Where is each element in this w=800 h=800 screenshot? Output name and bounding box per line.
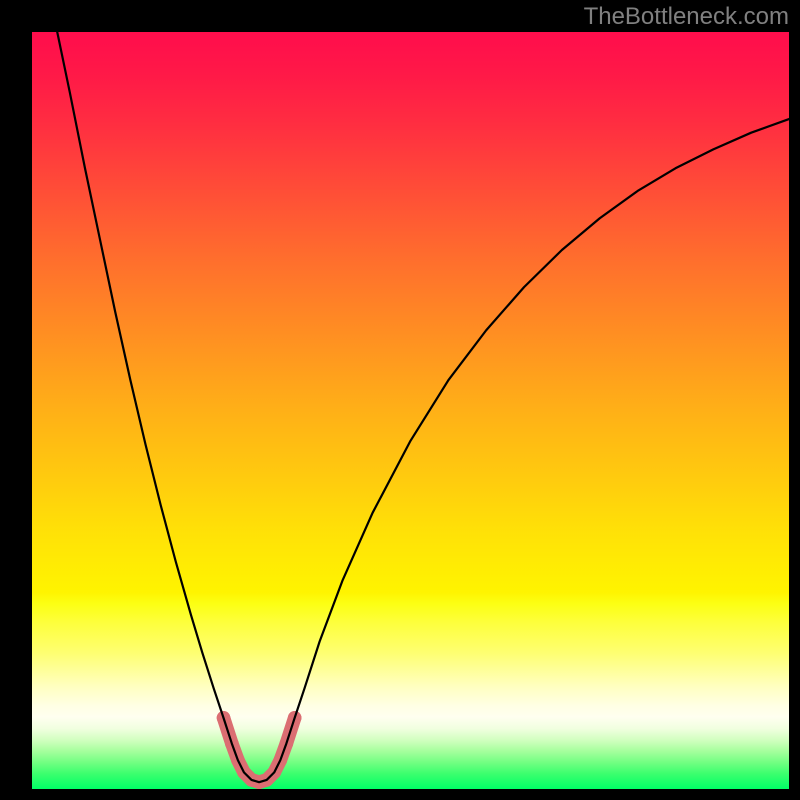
chart-canvas: TheBottleneck.com <box>0 0 800 800</box>
plot-area <box>32 32 789 789</box>
watermark-text: TheBottleneck.com <box>584 3 789 31</box>
plot-svg <box>32 32 789 789</box>
